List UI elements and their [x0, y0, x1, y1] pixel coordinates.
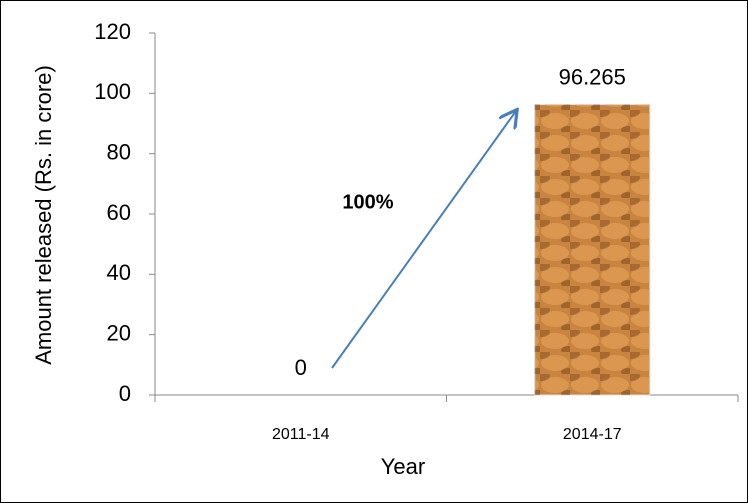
y-axis-title: Amount released (Rs. in crore) — [31, 65, 56, 365]
y-tick-label: 20 — [107, 320, 131, 345]
y-tick-label: 80 — [107, 139, 131, 164]
bar-texture — [534, 104, 650, 395]
y-tick-label: 60 — [107, 200, 131, 225]
arrow — [331, 111, 516, 369]
annotation: 100% — [342, 191, 393, 213]
x-tick-label: 2014-17 — [563, 426, 622, 443]
x-tick-label: 2011-14 — [272, 426, 330, 443]
data-label: 0 — [295, 355, 307, 380]
y-tick-label: 0 — [119, 381, 131, 406]
y-tick-label: 120 — [94, 19, 131, 44]
x-axis-title: Year — [381, 454, 425, 479]
y-tick-label: 40 — [107, 260, 131, 285]
y-tick-label: 100 — [94, 79, 131, 104]
data-label: 96.265 — [559, 64, 626, 89]
